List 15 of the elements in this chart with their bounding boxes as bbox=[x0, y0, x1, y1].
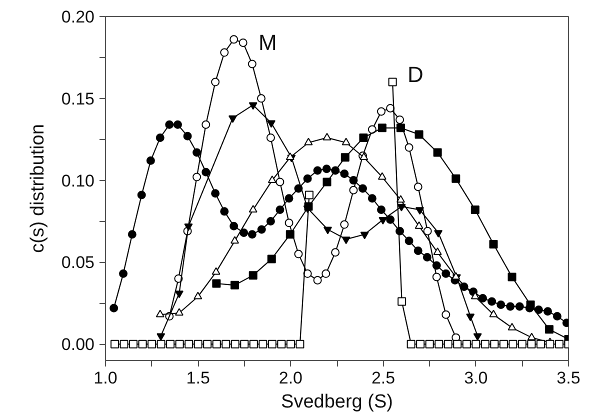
y-tick-label: 0.20 bbox=[61, 8, 95, 26]
x-tick-label: 1.5 bbox=[186, 368, 210, 388]
annotation: D bbox=[408, 62, 424, 87]
x-tick-label: 2.5 bbox=[371, 368, 396, 388]
x-axis-title: Svedberg (S) bbox=[281, 392, 393, 412]
y-tick-label: 0.05 bbox=[61, 253, 95, 272]
x-tick-label: 2.0 bbox=[278, 368, 303, 388]
x-tick-label: 3.5 bbox=[556, 368, 580, 388]
annotation: M bbox=[258, 30, 277, 55]
y-axis-title: c(s) distribution bbox=[27, 124, 48, 253]
y-tick-label: 0.15 bbox=[61, 89, 95, 108]
y-tick-label: 0.10 bbox=[61, 171, 95, 190]
y-tick-label: 0.00 bbox=[61, 335, 95, 354]
x-tick-label: 3.0 bbox=[464, 368, 488, 388]
x-tick-label: 1.0 bbox=[94, 368, 118, 388]
